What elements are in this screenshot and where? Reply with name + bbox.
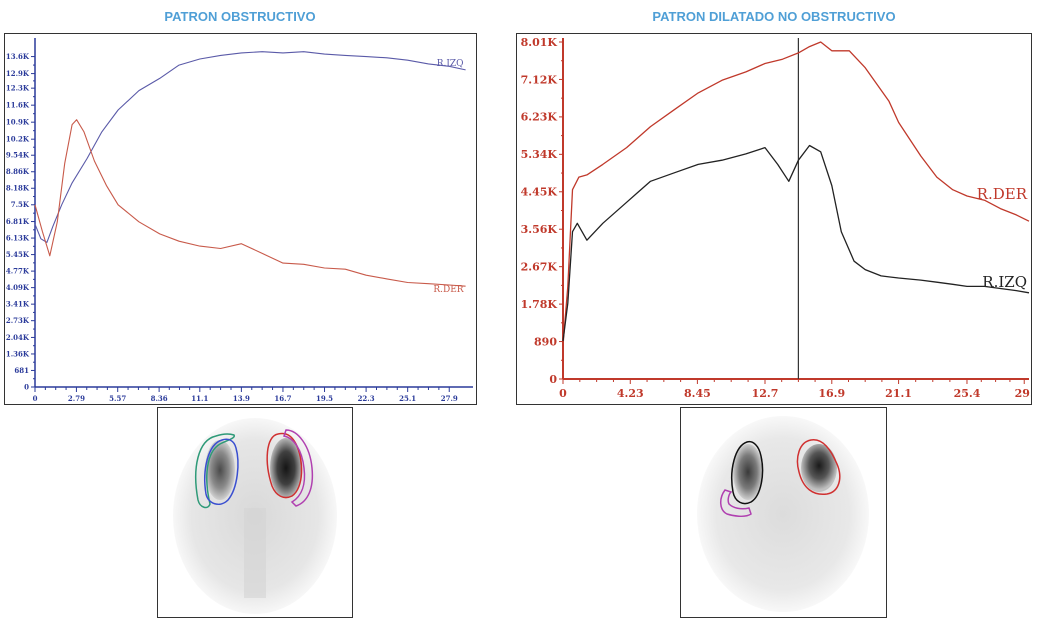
renal-scan-left (173, 418, 337, 614)
y-tick-label: 10.2K (6, 135, 30, 144)
x-tick-label: 25.1 (399, 394, 416, 403)
y-tick-label: 4.45K (521, 186, 558, 199)
y-tick-label: 3.41K (6, 300, 30, 309)
left-kidney (205, 440, 235, 500)
series-label: R.IZQ (982, 273, 1027, 291)
y-tick-label: 0 (549, 373, 557, 386)
roi-outline-purple (283, 429, 314, 507)
series-label: R.DER (977, 185, 1028, 203)
renogram-plot-left: 0 681 1.36K 2.04K 2.73K 3.41K 4.09K 4.77K 5.45K 6… (6, 38, 473, 403)
y-tick-label: 8.18K (6, 184, 30, 193)
body-silhouette (697, 416, 869, 612)
renal-scan-image-right (680, 407, 887, 618)
spine-shadow (244, 508, 266, 598)
y-tick-label: 2.73K (6, 316, 30, 325)
x-tick-label: 8.45 (684, 387, 711, 400)
roi-outline-black (731, 440, 764, 505)
y-tick-label: 6.13K (6, 234, 30, 243)
right-kidney (270, 438, 302, 498)
series-label: R.IZQ (437, 59, 464, 69)
y-tick-label: 12.3K (6, 84, 30, 93)
roi-outline-purple (720, 489, 752, 518)
y-tick-label: 3.56K (521, 223, 558, 236)
y-tick-label: 0 (24, 382, 29, 391)
renogram-plot-right: 0 890 1.78K 2.67K 3.56K 4.45K 5.34K 6.23K 7.12K 8… (521, 36, 1031, 400)
series-label: R.DER (433, 285, 463, 295)
y-tick-label: 9.54K (6, 151, 30, 160)
renogram-chart-obstructive: 0 681 1.36K 2.04K 2.73K 3.41K 4.09K 4.77K 5.45K 6… (4, 33, 477, 405)
y-tick-label: 2.67K (521, 261, 558, 274)
y-tick-label: 8.01K (521, 36, 558, 49)
y-tick-label: 1.78K (521, 298, 558, 311)
y-tick-label: 7.12K (521, 73, 558, 86)
x-tick-label: 16.9 (818, 387, 845, 400)
x-tick-label: 11.1 (191, 394, 208, 403)
y-tick-label: 4.77K (6, 267, 30, 276)
y-tick-label: 6.23K (521, 111, 558, 124)
series-line-rizq (34, 51, 466, 243)
x-tick-label: 13.9 (233, 394, 250, 403)
y-tick-label: 11.6K (6, 101, 30, 110)
y-tick-label: 13.6K (6, 52, 30, 61)
y-tick-label: 6.81K (6, 217, 30, 226)
y-tick-label: 681 (14, 366, 29, 375)
x-tick-label: 4.23 (617, 387, 644, 400)
series-line-rizq (562, 144, 1030, 342)
right-kidney (801, 444, 837, 492)
x-tick-label: 19.5 (316, 394, 333, 403)
x-tick-label: 2.79 (68, 394, 85, 403)
x-tick-label: 22.3 (358, 394, 375, 403)
x-tick-label: 27.9 (441, 394, 458, 403)
y-tick-label: 8.86K (6, 167, 30, 176)
x-tick-label: 16.7 (274, 394, 291, 403)
y-tick-label: 5.45K (6, 250, 30, 259)
x-tick-label: 25.4 (954, 387, 981, 400)
left-kidney (733, 444, 763, 500)
y-tick-label: 12.9K (6, 69, 30, 78)
x-tick-label: 12.7 (752, 387, 779, 400)
roi-outline-red (266, 432, 303, 499)
y-tick-label: 890 (534, 335, 557, 348)
x-tick-label: 21.1 (885, 387, 912, 400)
chart-title-dilatado: PATRON DILATADO NO OBSTRUCTIVO (652, 9, 896, 24)
y-tick-label: 5.34K (521, 148, 558, 161)
roi-outline-green (195, 433, 236, 509)
y-tick-label: 7.5K (11, 200, 30, 209)
series-line-rder (34, 119, 466, 287)
y-tick-label: 2.04K (6, 333, 30, 342)
x-tick-label: 5.57 (109, 394, 126, 403)
series-line-rder (562, 41, 1030, 346)
chart-title-obstructivo: PATRON OBSTRUCTIVO (164, 9, 316, 24)
renal-scan-image-left (157, 407, 353, 618)
roi-outline-red (796, 439, 841, 496)
renal-scan-right (697, 416, 869, 612)
x-tick-label: 8.36 (151, 394, 168, 403)
roi-outline-blue (204, 438, 239, 505)
renogram-chart-dilated: 0 890 1.78K 2.67K 3.56K 4.45K 5.34K 6.23K 7.12K 8… (516, 33, 1032, 405)
y-tick-label: 4.09K (6, 283, 30, 292)
y-tick-label: 10.9K (6, 118, 30, 127)
x-tick-label: 29. (1015, 387, 1031, 400)
x-tick-label: 0 (559, 387, 567, 400)
x-tick-label: 0 (33, 394, 38, 403)
y-tick-label: 1.36K (6, 349, 30, 358)
